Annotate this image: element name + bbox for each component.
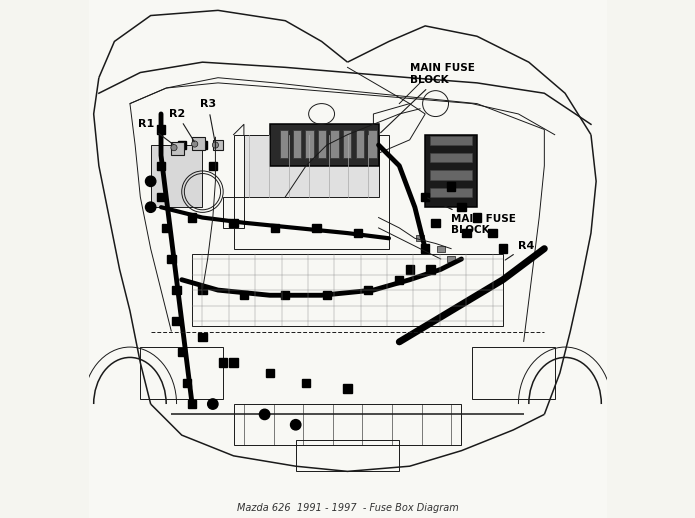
Bar bbox=[395, 276, 403, 284]
Circle shape bbox=[145, 176, 156, 186]
Bar bbox=[151, 145, 202, 207]
Bar bbox=[354, 229, 362, 237]
Text: R1: R1 bbox=[138, 119, 173, 145]
Bar bbox=[240, 291, 248, 299]
Bar bbox=[430, 170, 472, 180]
Bar bbox=[198, 141, 206, 149]
Bar bbox=[421, 244, 430, 253]
Bar bbox=[271, 224, 279, 232]
Bar bbox=[343, 130, 352, 158]
Bar bbox=[331, 130, 338, 158]
Bar bbox=[280, 130, 288, 158]
Text: R4: R4 bbox=[505, 241, 535, 260]
Bar bbox=[318, 130, 326, 158]
Polygon shape bbox=[270, 124, 379, 166]
Bar bbox=[405, 265, 414, 274]
Bar bbox=[293, 130, 301, 158]
Text: Mazda 626  1991 - 1997  - Fuse Box Diagram: Mazda 626 1991 - 1997 - Fuse Box Diagram bbox=[236, 503, 459, 513]
Bar bbox=[172, 142, 184, 155]
Bar bbox=[229, 358, 238, 367]
Circle shape bbox=[291, 420, 301, 430]
Bar bbox=[457, 203, 466, 211]
Bar bbox=[426, 265, 434, 274]
Circle shape bbox=[208, 399, 218, 409]
Circle shape bbox=[145, 202, 156, 212]
Bar bbox=[192, 254, 503, 326]
Bar bbox=[192, 137, 205, 150]
Bar bbox=[302, 379, 310, 387]
Bar bbox=[436, 246, 445, 252]
Bar bbox=[447, 182, 455, 191]
Circle shape bbox=[212, 142, 218, 148]
Bar bbox=[178, 141, 186, 149]
Bar bbox=[198, 286, 206, 294]
Bar bbox=[295, 440, 400, 471]
Bar bbox=[305, 130, 313, 158]
Bar bbox=[430, 136, 472, 145]
Bar bbox=[499, 244, 507, 253]
Bar bbox=[432, 219, 440, 227]
Bar bbox=[356, 130, 364, 158]
Bar bbox=[462, 229, 471, 237]
Bar bbox=[188, 400, 196, 408]
Bar bbox=[416, 235, 424, 241]
Bar bbox=[219, 358, 227, 367]
Bar bbox=[234, 404, 461, 445]
Bar bbox=[140, 347, 223, 399]
Bar bbox=[421, 193, 430, 201]
Bar bbox=[229, 219, 238, 227]
Bar bbox=[172, 286, 181, 294]
Bar bbox=[213, 140, 223, 150]
Bar bbox=[430, 153, 472, 162]
Bar bbox=[312, 224, 320, 232]
Text: MAIN FUSE
BLOCK: MAIN FUSE BLOCK bbox=[381, 63, 475, 133]
Bar bbox=[162, 224, 170, 232]
Bar bbox=[157, 162, 165, 170]
Bar bbox=[473, 213, 481, 222]
Text: R2: R2 bbox=[169, 109, 195, 141]
Bar bbox=[157, 125, 165, 134]
Circle shape bbox=[192, 141, 198, 147]
Bar bbox=[343, 384, 352, 393]
Bar bbox=[425, 135, 477, 207]
Bar bbox=[447, 256, 455, 262]
Bar bbox=[364, 286, 373, 294]
Bar bbox=[430, 188, 472, 197]
Circle shape bbox=[259, 409, 270, 420]
Circle shape bbox=[171, 145, 177, 151]
Bar bbox=[368, 130, 377, 158]
Bar bbox=[265, 369, 274, 377]
Bar bbox=[157, 193, 165, 201]
Text: R3: R3 bbox=[200, 99, 216, 141]
Bar bbox=[183, 379, 191, 387]
Bar bbox=[172, 317, 181, 325]
Bar bbox=[198, 333, 206, 341]
Bar bbox=[223, 197, 244, 228]
Bar bbox=[322, 291, 331, 299]
Bar bbox=[472, 347, 555, 399]
Bar bbox=[167, 255, 176, 263]
Bar bbox=[208, 162, 217, 170]
Bar bbox=[188, 213, 196, 222]
Bar bbox=[234, 135, 389, 249]
Bar bbox=[281, 291, 290, 299]
Bar bbox=[244, 135, 379, 197]
Bar bbox=[489, 229, 497, 237]
Text: MAIN FUSE
BLOCK: MAIN FUSE BLOCK bbox=[427, 198, 516, 235]
Bar bbox=[178, 348, 186, 356]
